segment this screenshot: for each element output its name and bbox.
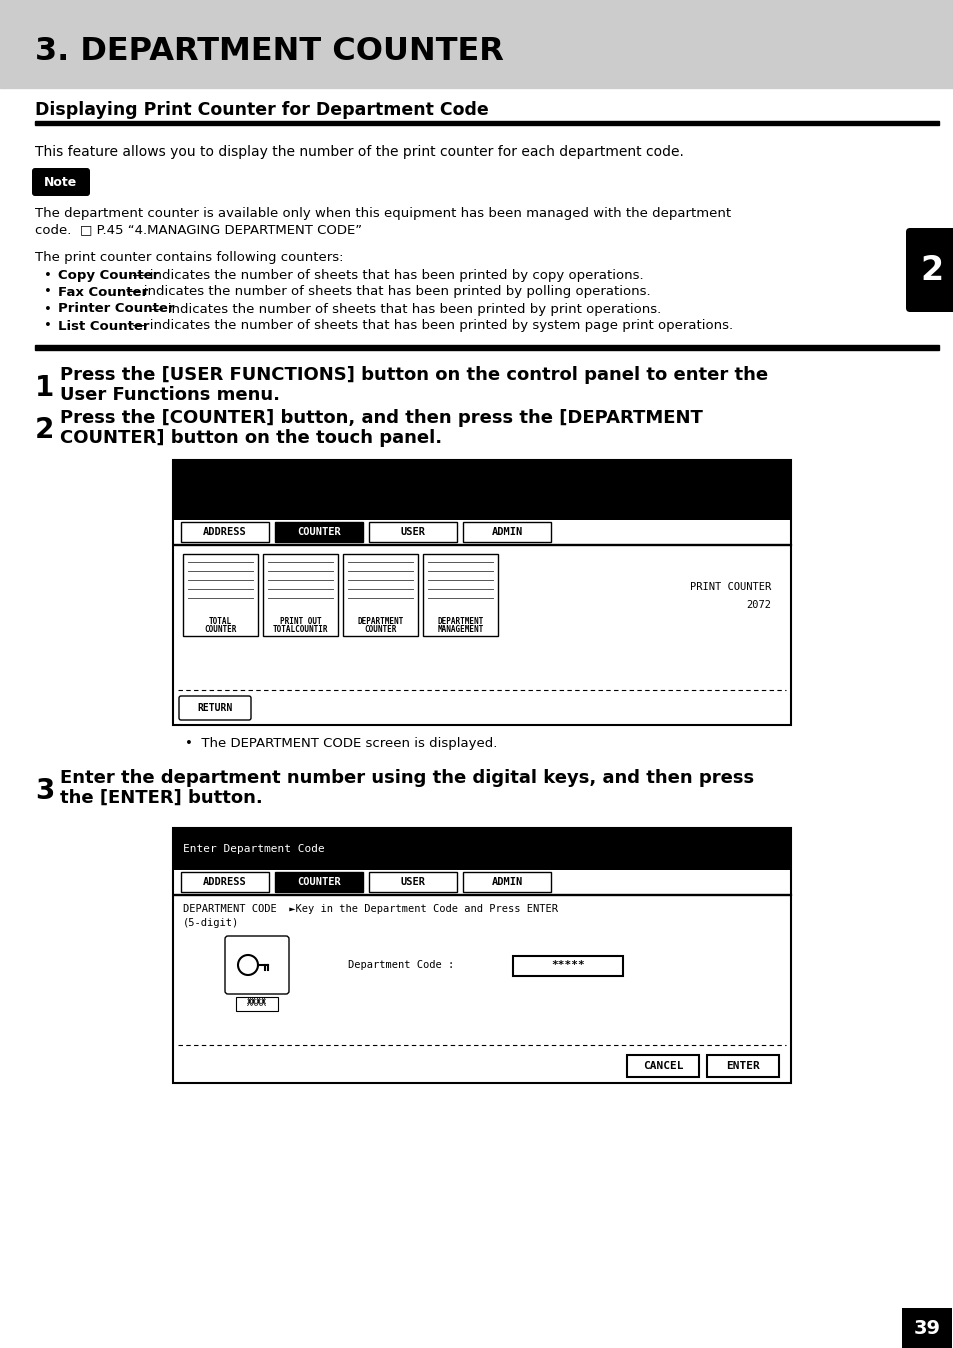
Text: ADMIN: ADMIN — [491, 527, 522, 537]
Text: COUNTER: COUNTER — [364, 625, 396, 635]
Text: 3: 3 — [35, 776, 54, 805]
Text: This feature allows you to display the number of the print counter for each depa: This feature allows you to display the n… — [35, 146, 683, 159]
Text: •  The DEPARTMENT CODE screen is displayed.: • The DEPARTMENT CODE screen is displaye… — [185, 736, 497, 749]
Text: The print counter contains following counters:: The print counter contains following cou… — [35, 252, 343, 264]
Text: COUNTER] button on the touch panel.: COUNTER] button on the touch panel. — [60, 429, 441, 448]
FancyBboxPatch shape — [462, 872, 551, 892]
Text: Fax Counter: Fax Counter — [58, 286, 148, 298]
FancyBboxPatch shape — [706, 1055, 779, 1077]
Text: •: • — [44, 302, 51, 315]
Text: TOTAL: TOTAL — [209, 617, 232, 627]
FancyBboxPatch shape — [179, 696, 251, 720]
Text: •: • — [44, 286, 51, 298]
Text: 1: 1 — [35, 373, 54, 402]
Text: DEPARTMENT: DEPARTMENT — [357, 617, 403, 627]
Text: •: • — [44, 319, 51, 333]
Text: — indicates the number of sheets that has been printed by polling operations.: — indicates the number of sheets that ha… — [122, 286, 650, 298]
Text: 2: 2 — [35, 417, 54, 443]
Bar — [172, 460, 790, 520]
Text: PRINT COUNTER: PRINT COUNTER — [689, 582, 770, 592]
Text: Press the [COUNTER] button, and then press the [DEPARTMENT: Press the [COUNTER] button, and then pre… — [60, 408, 702, 427]
Text: code.  □ P.45 “4.MANAGING DEPARTMENT CODE”: code. □ P.45 “4.MANAGING DEPARTMENT CODE… — [35, 224, 362, 236]
Text: Copy Counter: Copy Counter — [58, 268, 159, 282]
Text: Printer Counter: Printer Counter — [58, 302, 174, 315]
Text: ADDRESS: ADDRESS — [203, 527, 247, 537]
Text: Press the [USER FUNCTIONS] button on the control panel to enter the: Press the [USER FUNCTIONS] button on the… — [60, 367, 767, 384]
Text: Enter Department Code: Enter Department Code — [183, 844, 324, 855]
Text: Department Code :: Department Code : — [348, 960, 454, 971]
Text: User Functions menu.: User Functions menu. — [60, 386, 280, 404]
FancyBboxPatch shape — [274, 522, 363, 542]
Text: RETURN: RETURN — [197, 704, 233, 713]
Text: 3. DEPARTMENT COUNTER: 3. DEPARTMENT COUNTER — [35, 36, 503, 67]
Text: 2: 2 — [920, 253, 943, 287]
Text: XXXX: XXXX — [247, 996, 267, 1006]
Text: CANCEL: CANCEL — [642, 1061, 682, 1072]
Text: ADMIN: ADMIN — [491, 878, 522, 887]
Text: Enter the department number using the digital keys, and then press: Enter the department number using the di… — [60, 768, 753, 787]
Text: MANAGEMENT: MANAGEMENT — [436, 625, 483, 635]
FancyBboxPatch shape — [343, 554, 417, 636]
Text: ENTER: ENTER — [725, 1061, 760, 1072]
FancyBboxPatch shape — [369, 872, 456, 892]
FancyBboxPatch shape — [626, 1055, 699, 1077]
Text: TOTALCOUNTIR: TOTALCOUNTIR — [273, 625, 328, 635]
Text: DEPARTMENT: DEPARTMENT — [436, 617, 483, 627]
Text: USER: USER — [400, 527, 425, 537]
FancyBboxPatch shape — [225, 936, 289, 993]
FancyBboxPatch shape — [369, 522, 456, 542]
Text: List Counter: List Counter — [58, 319, 150, 333]
Text: the [ENTER] button.: the [ENTER] button. — [60, 789, 262, 807]
FancyBboxPatch shape — [422, 554, 497, 636]
Bar — [901, 1308, 951, 1348]
FancyBboxPatch shape — [274, 872, 363, 892]
Text: — indicates the number of sheets that has been printed by copy operations.: — indicates the number of sheets that ha… — [128, 268, 643, 282]
Text: 39: 39 — [913, 1318, 940, 1337]
Text: — indicates the number of sheets that has been printed by print operations.: — indicates the number of sheets that ha… — [146, 302, 660, 315]
Bar — [0, 0, 953, 88]
FancyBboxPatch shape — [181, 522, 269, 542]
FancyBboxPatch shape — [263, 554, 337, 636]
FancyBboxPatch shape — [183, 554, 257, 636]
Text: COUNTER: COUNTER — [296, 527, 340, 537]
Bar — [172, 828, 790, 1082]
FancyBboxPatch shape — [181, 872, 269, 892]
Text: Note: Note — [45, 175, 77, 189]
FancyBboxPatch shape — [32, 168, 90, 195]
Text: Displaying Print Counter for Department Code: Displaying Print Counter for Department … — [35, 101, 488, 119]
Text: COUNTER: COUNTER — [296, 878, 340, 887]
Text: USER: USER — [400, 878, 425, 887]
Text: COUNTER: COUNTER — [204, 625, 236, 635]
Bar — [172, 460, 790, 725]
Text: ADDRESS: ADDRESS — [203, 878, 247, 887]
Text: DEPARTMENT CODE  ►Key in the Department Code and Press ENTER: DEPARTMENT CODE ►Key in the Department C… — [183, 905, 558, 914]
Text: (5-digit): (5-digit) — [183, 918, 239, 927]
Bar — [235, 998, 277, 1011]
Text: XXXX: XXXX — [247, 999, 267, 1008]
Text: — indicates the number of sheets that has been printed by system page print oper: — indicates the number of sheets that ha… — [128, 319, 733, 333]
Text: 2072: 2072 — [745, 600, 770, 611]
Bar — [35, 345, 938, 350]
Bar — [35, 121, 938, 125]
Text: *****: ***** — [551, 960, 584, 971]
FancyBboxPatch shape — [462, 522, 551, 542]
Text: The department counter is available only when this equipment has been managed wi: The department counter is available only… — [35, 206, 730, 220]
Text: PRINT OUT: PRINT OUT — [279, 617, 321, 627]
Bar — [513, 956, 622, 976]
Bar — [172, 828, 790, 869]
FancyBboxPatch shape — [905, 228, 953, 311]
Text: •: • — [44, 268, 51, 282]
